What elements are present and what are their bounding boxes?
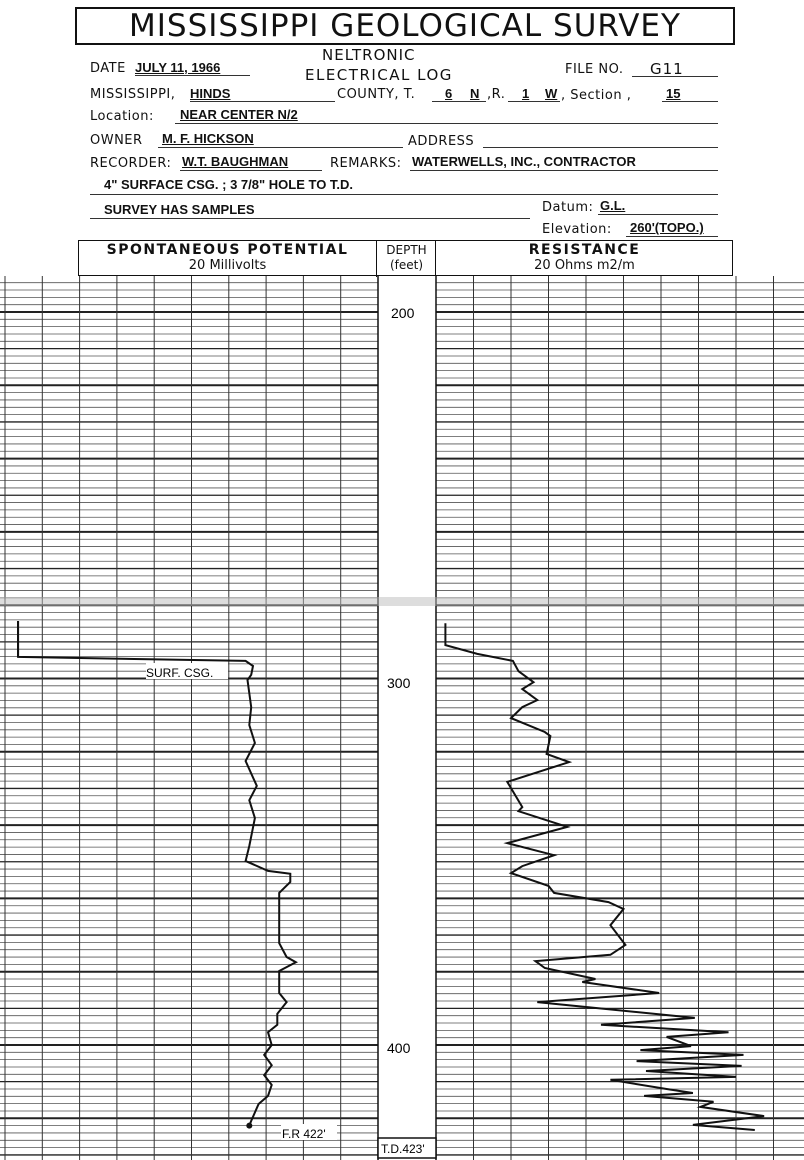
remarks-line3: SURVEY HAS SAMPLES	[104, 202, 255, 217]
datum-value: G.L.	[600, 198, 626, 213]
recorder-label: RECORDER:	[90, 156, 172, 171]
scan-band	[0, 597, 804, 606]
sp-scale: 20 Millivolts	[188, 258, 267, 273]
sp-curve	[17, 621, 298, 1126]
range-value: 1	[522, 86, 530, 101]
datum-label: Datum:	[542, 200, 594, 215]
resistance-curve	[444, 623, 765, 1131]
owner-label: OWNER	[90, 133, 143, 148]
location-value: NEAR CENTER N/2	[180, 107, 298, 122]
depth-unit: (feet)	[389, 258, 424, 272]
location-label: Location:	[90, 109, 154, 124]
depth-tick-300: 300	[387, 675, 411, 691]
remarks-label: REMARKS:	[330, 156, 402, 171]
sp-title: SPONTANEOUS POTENTIAL	[106, 242, 349, 258]
depth-header: DEPTH (feet)	[378, 241, 436, 277]
depth-title: DEPTH	[386, 243, 427, 257]
log-type-line2: ELECTRICAL LOG	[305, 66, 453, 84]
sp-curve-end	[246, 1122, 253, 1129]
recorder-value: W.T. BAUGHMAN	[182, 154, 289, 169]
section-label: , Section ,	[561, 88, 632, 103]
elevation-value: 260'(TOPO.)	[630, 220, 704, 235]
fluid-level-label: F.R 422'	[282, 1127, 326, 1141]
date-value: JULY 11, 1966	[135, 60, 221, 75]
elevation-label: Elevation:	[542, 222, 612, 237]
section-value: 15	[666, 86, 681, 101]
file-no-value: G11	[650, 60, 684, 78]
resistance-header: RESISTANCE 20 Ohms m2/m	[437, 241, 732, 277]
county-value: HINDS	[190, 86, 231, 101]
file-no-label: FILE NO.	[565, 62, 624, 77]
depth-column	[378, 276, 436, 1160]
depth-tick-400: 400	[387, 1040, 411, 1056]
total-depth-label: T.D.423'	[381, 1142, 425, 1156]
date-label: DATE	[90, 61, 126, 76]
address-label: ADDRESS	[408, 134, 475, 149]
track-header: SPONTANEOUS POTENTIAL 20 Millivolts DEPT…	[78, 240, 733, 277]
range-dir: W	[545, 86, 558, 101]
county-label: COUNTY, T.	[337, 87, 416, 102]
resistance-title: RESISTANCE	[528, 242, 641, 258]
township-dir: N	[470, 86, 480, 101]
state-label: MISSISSIPPI,	[90, 87, 176, 102]
resistance-scale: 20 Ohms m2/m	[534, 258, 635, 273]
page-title: MISSISSIPPI GEOLOGICAL SURVEY	[75, 7, 735, 45]
range-label: ,R.	[487, 87, 506, 102]
remarks-value: WATERWELLS, INC., CONTRACTOR	[412, 154, 636, 169]
remarks-line2: 4" SURFACE CSG. ; 3 7/8" HOLE TO T.D.	[104, 177, 354, 192]
surface-casing-label: SURF. CSG.	[146, 666, 213, 680]
log-type-line1: NELTRONIC	[322, 46, 416, 64]
township-value: 6	[445, 86, 453, 101]
depth-tick-200: 200	[391, 305, 415, 321]
sp-header: SPONTANEOUS POTENTIAL 20 Millivolts	[79, 241, 377, 277]
owner-value: M. F. HICKSON	[162, 131, 254, 146]
